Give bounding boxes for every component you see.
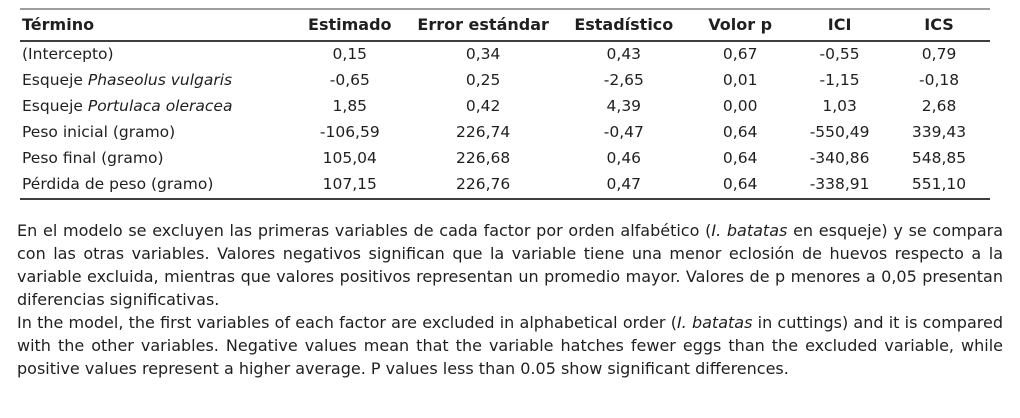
value-cell: 226,74 (456, 123, 511, 141)
species-name: I. batatas (711, 221, 788, 240)
table-body: (Intercepto) 0,15 0,34 0,43 0,67 -0,55 0,79 Esq… (20, 41, 990, 199)
value-cell: 0,01 (722, 71, 758, 89)
value-cell: 0,64 (722, 123, 758, 141)
table-row: Peso final (gramo) 105,04 226,68 0,46 0,64 -3… (20, 146, 990, 172)
table-row: Esqueje Portulaca oleracea 1,85 0,42 4,39 0,… (20, 94, 990, 120)
term-cell: Esqueje Portulaca oleracea (20, 94, 292, 120)
value-cell: 0,67 (722, 45, 758, 63)
value-cell: 339,43 (911, 123, 967, 141)
column-header: Error estándar (407, 8, 559, 42)
column-header: ICS (888, 8, 990, 42)
value-cell: 0,46 (606, 149, 642, 167)
table-header: Término Estimado Error estándar Estadístico… (20, 8, 990, 42)
term-cell: Peso inicial (gramo) (20, 120, 292, 146)
text-segment: Peso inicial (gramo) (22, 123, 176, 141)
value-cell: -0,18 (919, 71, 960, 89)
column-header: Término (20, 8, 292, 42)
species-name: Phaseolus vulgaris (87, 71, 233, 89)
value-cell: 2,68 (921, 97, 957, 115)
table-header-row: Término Estimado Error estándar Estadístico… (20, 8, 990, 42)
value-cell: 0,43 (606, 45, 642, 63)
term-cell: Peso final (gramo) (20, 146, 292, 172)
value-cell: -550,49 (809, 123, 870, 141)
value-cell: -106,59 (319, 123, 380, 141)
text-segment: in cuttings) and it is compared with the… (17, 313, 1003, 378)
text-segment: Peso final (gramo) (22, 149, 164, 167)
text-segment: Pérdida de peso (gramo) (22, 175, 214, 193)
table-row: Esqueje Phaseolus vulgaris -0,65 0,25 -2,65… (20, 68, 990, 94)
value-cell: 4,39 (606, 97, 642, 115)
value-cell: 0,47 (606, 175, 642, 193)
text-segment: In the model, the first variables of eac… (17, 313, 677, 332)
table-row: Peso inicial (gramo) -106,59 226,74 -0,47 0,… (20, 120, 990, 146)
value-cell: -340,86 (809, 149, 870, 167)
column-header: Estadístico (558, 8, 690, 42)
value-cell: -1,15 (819, 71, 860, 89)
value-cell: 105,04 (322, 149, 377, 167)
value-cell: 0,42 (465, 97, 501, 115)
species-name: Portulaca oleracea (87, 97, 233, 115)
value-cell: 0,79 (921, 45, 957, 63)
table-row: (Intercepto) 0,15 0,34 0,43 0,67 -0,55 0,79 (20, 41, 990, 68)
column-header: Estimado (291, 8, 408, 42)
value-cell: 0,15 (332, 45, 368, 63)
text-segment: Esqueje (22, 71, 88, 89)
value-cell: 0,25 (465, 71, 501, 89)
column-header: ICI (791, 8, 889, 42)
value-cell: 0,34 (465, 45, 501, 63)
term-cell: (Intercepto) (20, 41, 292, 68)
species-name: I. batatas (676, 313, 753, 332)
value-cell: 1,03 (822, 97, 857, 115)
value-cell: 548,85 (911, 149, 967, 167)
value-cell: 226,68 (456, 149, 511, 167)
value-cell: 107,15 (322, 175, 377, 193)
value-cell: 0,64 (722, 175, 758, 193)
note-english: In the model, the first variables of eac… (17, 311, 1003, 380)
value-cell: 0,00 (722, 97, 758, 115)
value-cell: 1,85 (332, 97, 368, 115)
value-cell: -0,65 (329, 71, 370, 89)
column-header: Volor p (689, 8, 792, 42)
text-segment: en esqueje) y se compara con las otras v… (17, 221, 1004, 309)
term-cell: Pérdida de peso (gramo) (20, 172, 292, 199)
value-cell: -0,47 (603, 123, 644, 141)
value-cell: -338,91 (809, 175, 870, 193)
text-segment: En el modelo se excluyen las primeras va… (17, 221, 712, 240)
value-cell: -2,65 (603, 71, 644, 89)
table-row: Pérdida de peso (gramo) 107,15 226,76 0,47 0… (20, 172, 990, 199)
document-page: Término Estimado Error estándar Estadístico… (17, 8, 1003, 380)
text-segment: (Intercepto) (22, 45, 114, 63)
term-cell: Esqueje Phaseolus vulgaris (20, 68, 292, 94)
value-cell: 226,76 (456, 175, 511, 193)
regression-results-table: Término Estimado Error estándar Estadístico… (20, 8, 990, 200)
value-cell: -0,55 (819, 45, 860, 63)
value-cell: 0,64 (722, 149, 758, 167)
value-cell: 551,10 (911, 175, 967, 193)
note-spanish: En el modelo se excluyen las primeras va… (17, 219, 1003, 311)
table-notes: En el modelo se excluyen las primeras va… (17, 219, 1003, 380)
text-segment: Esqueje (22, 97, 88, 115)
